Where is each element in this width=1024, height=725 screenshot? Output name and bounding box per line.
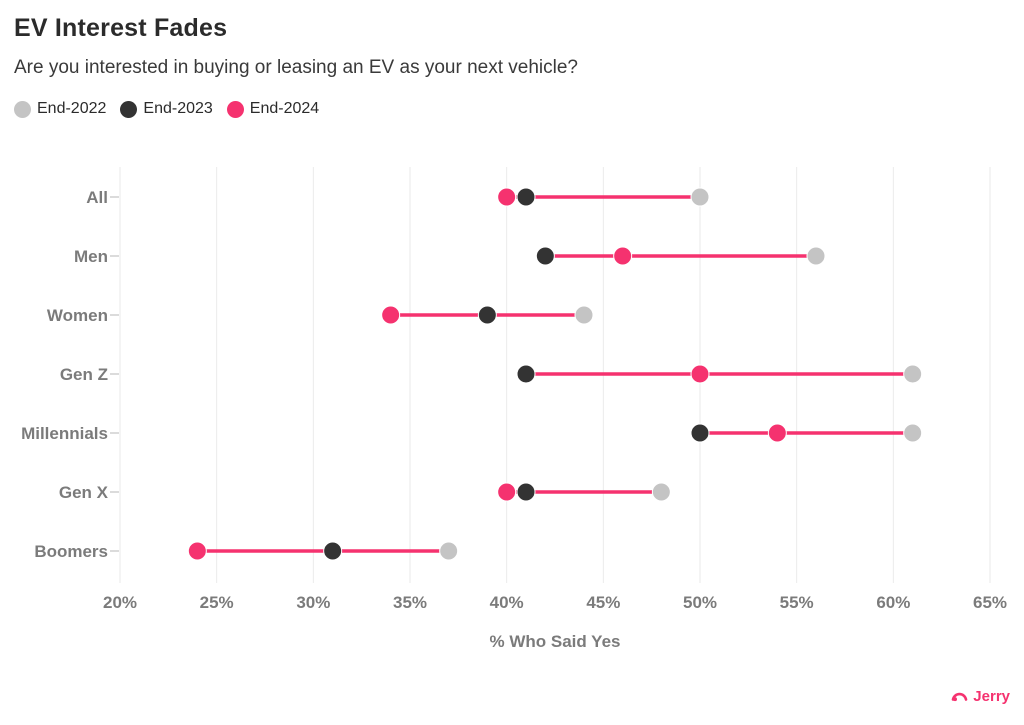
x-tick-label: 40% bbox=[490, 593, 524, 612]
y-category-label: Gen Z bbox=[60, 365, 108, 384]
legend-label: End-2024 bbox=[249, 100, 320, 117]
brand-wordmark: Jerry bbox=[973, 687, 1010, 705]
dot-end-2024 bbox=[381, 305, 401, 325]
dot-end-2022 bbox=[690, 187, 710, 207]
x-tick-label: 20% bbox=[103, 593, 137, 612]
x-tick-label: 65% bbox=[973, 593, 1007, 612]
legend-dot bbox=[226, 100, 244, 118]
legend-item-end-2023: End-2023 bbox=[120, 100, 213, 118]
y-category-label: Boomers bbox=[34, 542, 108, 561]
chart-title: EV Interest Fades bbox=[14, 14, 228, 42]
dot-end-2024 bbox=[497, 187, 517, 207]
x-tick-label: 25% bbox=[200, 593, 234, 612]
brand-logo: Jerry bbox=[950, 687, 1010, 705]
dot-end-2022 bbox=[651, 482, 671, 502]
dot-end-2024 bbox=[767, 423, 787, 443]
x-tick-label: 55% bbox=[780, 593, 814, 612]
dot-end-2023 bbox=[516, 187, 536, 207]
legend: End-2022 End-2023 End-2024 bbox=[14, 100, 319, 118]
legend-label: End-2022 bbox=[37, 100, 107, 117]
y-category-label: Women bbox=[47, 306, 108, 325]
dot-end-2023 bbox=[535, 246, 555, 266]
legend-label: End-2023 bbox=[143, 100, 213, 117]
dot-end-2023 bbox=[690, 423, 710, 443]
x-tick-label: 35% bbox=[393, 593, 427, 612]
dot-end-2022 bbox=[574, 305, 594, 325]
dot-end-2023 bbox=[323, 541, 343, 561]
x-tick-label: 50% bbox=[683, 593, 717, 612]
chart-subtitle: Are you interested in buying or leasing … bbox=[14, 57, 578, 78]
dot-end-2024 bbox=[613, 246, 633, 266]
dot-end-2022 bbox=[903, 364, 923, 384]
x-tick-label: 30% bbox=[296, 593, 330, 612]
dot-end-2023 bbox=[516, 364, 536, 384]
legend-dot bbox=[14, 100, 31, 118]
y-category-label: Men bbox=[74, 247, 108, 266]
x-tick-label: 45% bbox=[586, 593, 620, 612]
x-axis-title: % Who Said Yes bbox=[489, 632, 620, 651]
dot-end-2022 bbox=[439, 541, 459, 561]
y-category-label: Gen X bbox=[59, 483, 109, 502]
legend-dot bbox=[120, 100, 138, 118]
x-tick-label: 60% bbox=[876, 593, 910, 612]
y-category-label: All bbox=[86, 188, 108, 207]
legend-item-end-2024: End-2024 bbox=[226, 100, 320, 118]
y-category-label: Millennials bbox=[21, 424, 108, 443]
legend-item-end-2022: End-2022 bbox=[14, 100, 106, 118]
dot-end-2023 bbox=[516, 482, 536, 502]
dot-end-2022 bbox=[806, 246, 826, 266]
dot-end-2022 bbox=[903, 423, 923, 443]
dot-end-2024 bbox=[497, 482, 517, 502]
chart: 20% 25% 30% 35% 40% 45% 50% 55% 60% 65% % Who Said… bbox=[21, 167, 1007, 651]
dot-end-2023 bbox=[477, 305, 497, 325]
jerry-arc-icon bbox=[951, 692, 968, 702]
dot-end-2024 bbox=[690, 364, 710, 384]
dot-end-2024 bbox=[187, 541, 207, 561]
